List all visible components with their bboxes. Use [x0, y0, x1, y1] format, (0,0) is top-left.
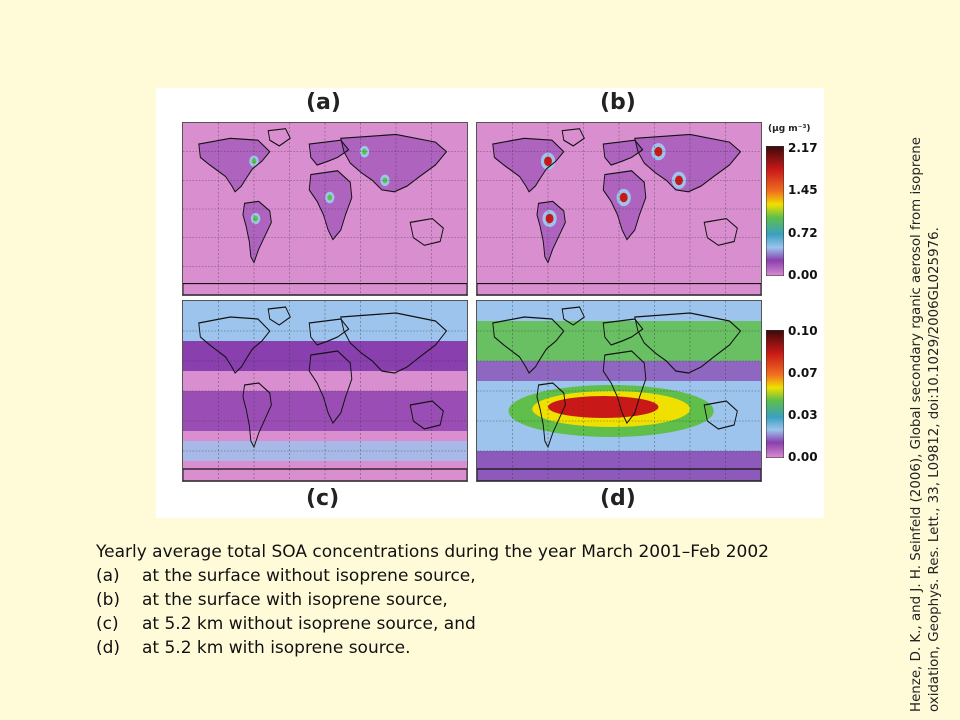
caption-text-b: at the surface with isoprene source,	[142, 590, 448, 610]
hotspot-inner	[253, 215, 258, 222]
map-svg-a	[183, 123, 467, 295]
coastline-asia	[340, 133, 448, 193]
colorbar-bottom	[766, 330, 784, 458]
coastline-australia	[703, 217, 738, 246]
coastline-asia	[340, 312, 448, 374]
coastline-antarctica	[477, 468, 761, 481]
soa-figure: (a) (b) (c) (d) (μg m⁻³) 2.17 1.45 0.72 …	[156, 88, 824, 518]
hotspot-inner	[654, 146, 663, 157]
colorbar-top-tick-2: 0.72	[788, 226, 818, 240]
coastline-samerica	[242, 200, 272, 264]
map-panel-a	[182, 122, 468, 296]
coastline-namerica	[198, 316, 271, 374]
coastline-antarctica	[477, 282, 761, 295]
coastline-samerica	[536, 382, 566, 449]
caption-text-a: at the surface without isoprene source,	[142, 566, 476, 586]
map-svg-d	[477, 301, 761, 481]
hotspot-inner	[619, 192, 628, 203]
colorbar-top-unit: (μg m⁻³)	[768, 124, 811, 134]
colorbar-top-tick-1: 1.45	[788, 183, 818, 197]
caption-text-d: at 5.2 km with isoprene source.	[142, 638, 411, 658]
caption-text-c: at 5.2 km without isoprene source, and	[142, 614, 476, 634]
colorbar-bottom-tick-1: 0.07	[788, 366, 818, 380]
figure-caption: Yearly average total SOA concentrations …	[96, 540, 876, 660]
caption-item-a: (a) at the surface without isoprene sourc…	[96, 564, 876, 588]
coastline-namerica	[492, 316, 565, 374]
map-svg-b	[477, 123, 761, 295]
colorbar-bottom-tick-0: 0.10	[788, 324, 818, 338]
colorbar-bottom-tick-3: 0.00	[788, 450, 818, 464]
caption-key-d: (d)	[96, 638, 121, 658]
coastline-greenland	[561, 128, 585, 147]
region-africa	[309, 170, 352, 240]
coastline-antarctica	[183, 468, 467, 481]
caption-item-c: (c) at 5.2 km without isoprene source, an…	[96, 612, 876, 636]
region-europe	[603, 140, 643, 166]
coastline-asia	[634, 312, 742, 374]
coastline-asia	[634, 133, 742, 193]
citation-line-2: oxidation, Geophys. Res. Lett., 33, L098…	[927, 227, 942, 712]
colorbar-bottom-tick-2: 0.03	[788, 408, 818, 422]
coastline-namerica	[492, 137, 565, 193]
coastline-australia	[703, 400, 738, 430]
coastline-greenland	[267, 306, 291, 326]
caption-key-b: (b)	[96, 590, 121, 610]
map-panel-b	[476, 122, 762, 296]
citation-line-1: Henze, D. K., and J. H. Seinfeld (2006),…	[909, 136, 924, 712]
caption-title: Yearly average total SOA concentrations …	[96, 542, 769, 562]
panel-label-d: (d)	[600, 486, 636, 511]
coastline-namerica	[198, 137, 271, 193]
caption-key-c: (c)	[96, 614, 119, 634]
hotspot-inner	[545, 213, 554, 224]
panel-label-c: (c)	[306, 486, 340, 511]
coastline-greenland	[267, 128, 291, 147]
colorbar-top-tick-0: 2.17	[788, 141, 818, 155]
zone-red	[548, 396, 659, 418]
coastline-samerica	[536, 200, 566, 264]
hotspot-inner	[327, 194, 333, 201]
coastline-antarctica	[183, 282, 467, 295]
region-europe	[309, 140, 349, 166]
map-svg-c	[183, 301, 467, 481]
region-namerica	[492, 138, 564, 192]
caption-key-a: (a)	[96, 566, 120, 586]
map-panel-d	[476, 300, 762, 482]
colorbar-top-tick-3: 0.00	[788, 268, 818, 282]
region-namerica	[198, 138, 270, 192]
panel-label-b: (b)	[600, 90, 636, 115]
colorbar-top	[766, 146, 784, 276]
caption-item-d: (d) at 5.2 km with isoprene source.	[96, 636, 876, 660]
coastline-samerica	[242, 382, 272, 449]
caption-item-b: (b) at the surface with isoprene source,	[96, 588, 876, 612]
citation: Henze, D. K., and J. H. Seinfeld (2006),…	[908, 96, 944, 712]
coastline-greenland	[561, 306, 585, 326]
map-panel-c	[182, 300, 468, 482]
panel-label-a: (a)	[306, 90, 341, 115]
hotspot-inner	[382, 177, 388, 184]
